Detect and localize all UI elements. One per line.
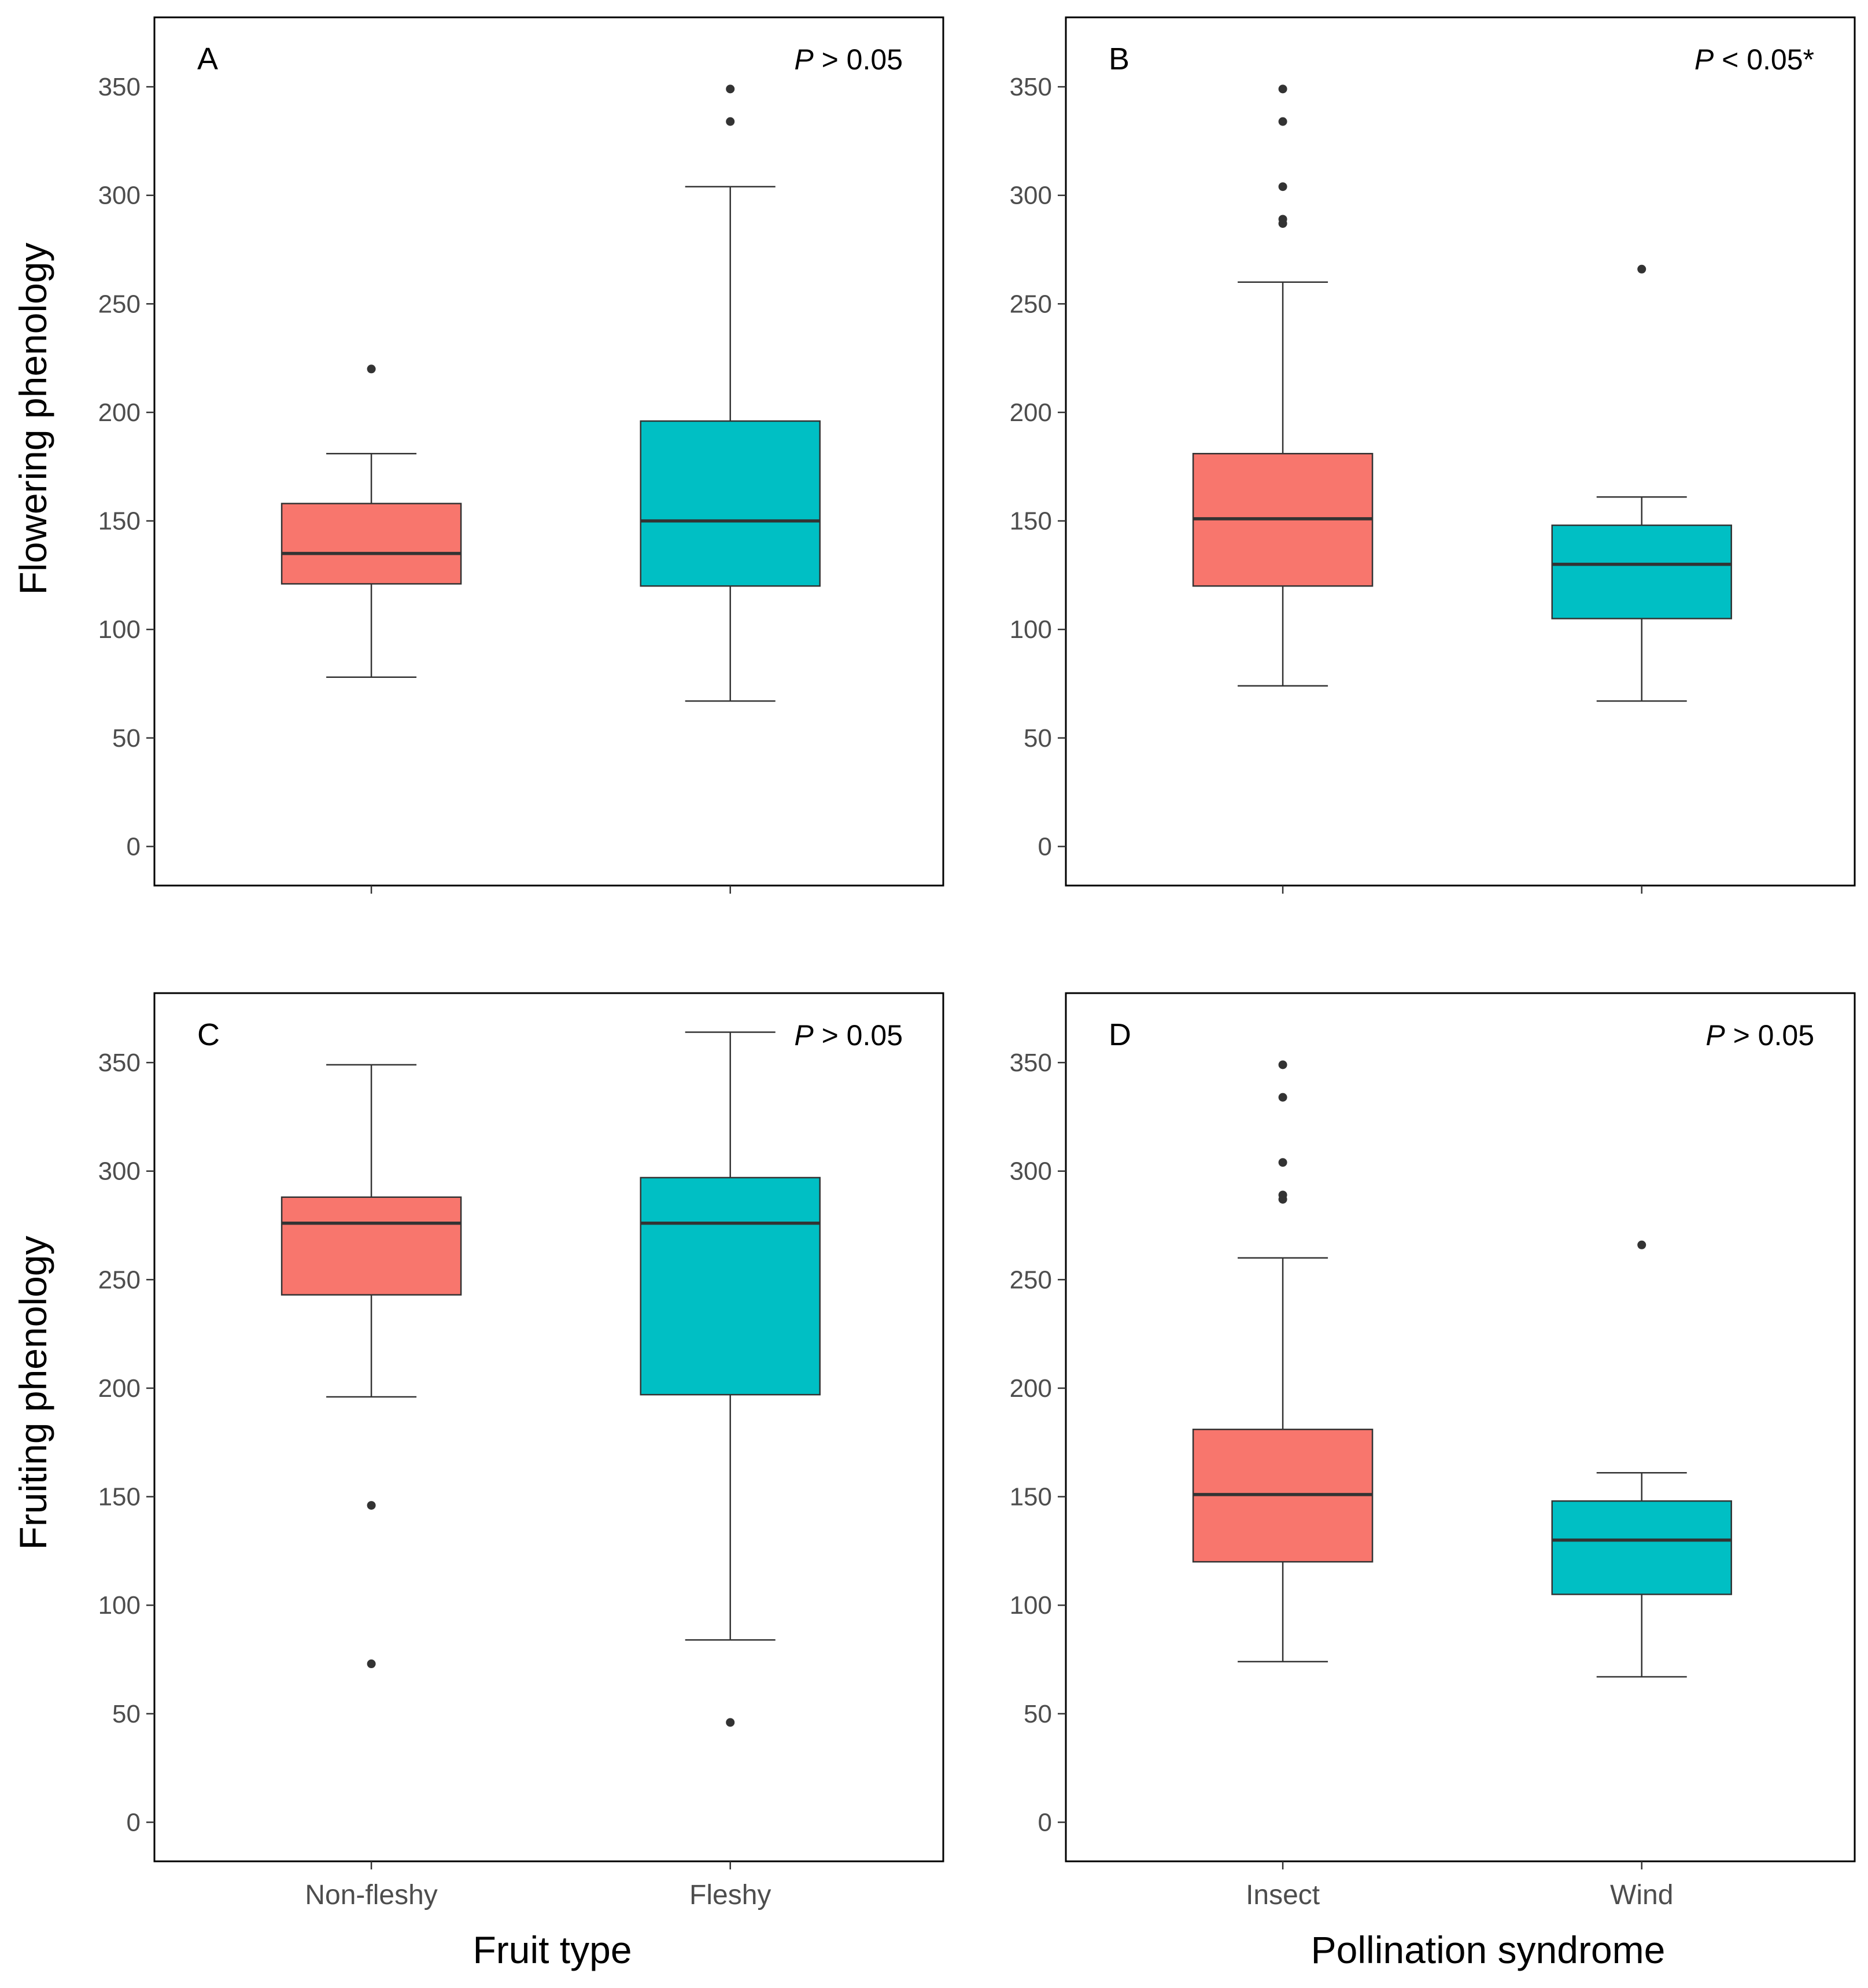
panel-b-p-symbol: P [1695, 43, 1714, 76]
y-axis-title-fruiting: Fruiting phenology [12, 1235, 54, 1550]
panel-b-ytick-label-50: 50 [1024, 724, 1052, 753]
panel-b-insect-box-group [1192, 84, 1374, 687]
panel-a-fleshy-outlier-point-1 [726, 84, 735, 94]
panel-b-insect-outlier-point-4 [1278, 84, 1287, 94]
panel-d-p-symbol: P [1705, 1019, 1725, 1052]
panel-c-xtick-label-fleshy: Fleshy [689, 1880, 771, 1910]
panel-b-ytick-label-300: 300 [1010, 182, 1052, 210]
panel-b-wind-box [1551, 524, 1732, 619]
panel-d-p-value: P > 0.05 [1705, 1019, 1814, 1052]
panel-c-non-fleshy-outlier-point-1 [367, 1501, 376, 1510]
y-axis-title-flowering: Flowering phenology [12, 242, 54, 595]
panel-a-ytick-label-250: 250 [98, 290, 141, 318]
panel-b-ytick-label-200: 200 [1010, 399, 1052, 427]
panel-b-insect-outlier-point-2 [1278, 182, 1287, 191]
panel-c-p-symbol: P [794, 1019, 814, 1052]
panel-b-wind-outlier-point-0 [1637, 264, 1647, 274]
panel-b-letter: B [1109, 42, 1129, 76]
panel-a-ytick-label-300: 300 [98, 182, 141, 210]
panel-c-frame [153, 992, 944, 1862]
panel-c-ytick-label-350: 350 [98, 1049, 141, 1077]
panel-c-ytick-label-300: 300 [98, 1157, 141, 1186]
panel-c-ytick-label-100: 100 [98, 1591, 141, 1620]
panel-c-fleshy-box-group [640, 1031, 821, 1727]
panels-container: 0 50 100 150 200 250 300 350 A P > 0.05 0 50 100 150 2… [98, 16, 1856, 1910]
panel-b-wind-box-group [1551, 264, 1732, 702]
panel-a: 0 50 100 150 200 250 300 350 A P > 0.05 [98, 16, 944, 894]
panel-b-insect-outlier-point-1 [1278, 215, 1287, 224]
panel-b-ytick-label-250: 250 [1010, 290, 1052, 318]
panel-d-wind-outlier-point-0 [1637, 1240, 1647, 1249]
panel-a-ytick-label-350: 350 [98, 73, 141, 101]
panel-a-non-fleshy-box-group [280, 364, 462, 678]
x-axis-title-fruit-type: Fruit type [472, 1928, 632, 1971]
panel-b-p-threshold: < 0.05* [1714, 43, 1814, 76]
panel-a-non-fleshy-box [280, 503, 462, 585]
panel-a-ytick-label-50: 50 [112, 724, 141, 753]
panel-c-fleshy-box [640, 1176, 821, 1396]
panel-c-fleshy-outlier-point-0 [726, 1718, 735, 1727]
panel-c-xtick-label-non-fleshy: Non-fleshy [305, 1880, 437, 1910]
panel-d-insect-outlier-point-3 [1278, 1093, 1287, 1102]
panel-d-insect-outlier-point-1 [1278, 1190, 1287, 1200]
panel-c-ytick-label-200: 200 [98, 1374, 141, 1403]
panel-c-non-fleshy-box [280, 1196, 462, 1296]
panel-c-non-fleshy-outlier-point-0 [367, 1659, 376, 1669]
panel-d-insect-outlier-point-2 [1278, 1158, 1287, 1167]
panel-b-ytick-label-350: 350 [1010, 73, 1052, 101]
panel-c-non-fleshy-box-group [280, 1064, 462, 1669]
panel-a-p-threshold: > 0.05 [814, 43, 903, 76]
panel-d-ytick-label-350: 350 [1010, 1049, 1052, 1077]
panel-d-insect-outlier-point-4 [1278, 1060, 1287, 1069]
panel-b-insect-outlier-point-3 [1278, 117, 1287, 126]
panel-a-ytick-label-0: 0 [127, 832, 141, 861]
panel-a-ytick-label-150: 150 [98, 507, 141, 536]
panel-b-ytick-label-100: 100 [1010, 615, 1052, 644]
panel-b: 0 50 100 150 200 250 300 350 B P < 0.05* [1010, 16, 1856, 894]
panel-d-ytick-label-0: 0 [1038, 1808, 1052, 1836]
panel-d-ytick-label-150: 150 [1010, 1483, 1052, 1511]
panel-c: 0 50 100 150 200 250 300 350 Non-fleshy Fleshy C P … [98, 992, 944, 1910]
panel-a-ytick-label-200: 200 [98, 399, 141, 427]
panel-b-p-value: P < 0.05* [1695, 43, 1814, 76]
panel-c-ytick-label-150: 150 [98, 1483, 141, 1511]
panel-d-wind-box-group [1551, 1240, 1732, 1678]
panel-a-frame [153, 16, 944, 887]
panel-c-p-value: P > 0.05 [794, 1019, 903, 1052]
panel-b-ytick-label-0: 0 [1038, 832, 1052, 861]
panel-c-letter: C [197, 1017, 220, 1052]
panel-d-ytick-label-100: 100 [1010, 1591, 1052, 1620]
panel-a-p-symbol: P [794, 43, 814, 76]
panel-a-fleshy-box-group [640, 84, 821, 702]
panel-d-ytick-label-200: 200 [1010, 1374, 1052, 1403]
panel-d-ytick-label-50: 50 [1024, 1700, 1052, 1728]
panel-d-xtick-label-insect: Insect [1246, 1880, 1320, 1910]
panel-a-fleshy-outlier-point-0 [726, 117, 735, 126]
panel-d-p-threshold: > 0.05 [1725, 1019, 1814, 1052]
panel-a-non-fleshy-outlier-point-0 [367, 364, 376, 374]
panel-d-xtick-label-wind: Wind [1610, 1880, 1673, 1910]
panel-d: 0 50 100 150 200 250 300 350 Insect Wind D P > 0.05 [1010, 992, 1856, 1910]
panel-c-ytick-label-250: 250 [98, 1266, 141, 1294]
panel-d-ytick-label-250: 250 [1010, 1266, 1052, 1294]
panel-a-letter: A [197, 42, 218, 76]
panel-d-frame [1065, 992, 1856, 1862]
panel-c-p-threshold: > 0.05 [814, 1019, 903, 1052]
panel-c-ytick-label-0: 0 [127, 1808, 141, 1836]
panel-d-wind-box [1551, 1500, 1732, 1595]
x-axis-title-pollination-syndrome: Pollination syndrome [1311, 1928, 1666, 1971]
panel-d-letter: D [1109, 1017, 1131, 1052]
panel-c-ytick-label-50: 50 [112, 1700, 141, 1728]
panel-d-insect-box-group [1192, 1060, 1374, 1663]
panel-b-frame [1065, 16, 1856, 887]
panel-d-ytick-label-300: 300 [1010, 1157, 1052, 1186]
panel-a-ytick-label-100: 100 [98, 615, 141, 644]
panel-a-p-value: P > 0.05 [794, 43, 903, 76]
panel-a-fleshy-box [640, 420, 821, 587]
panel-b-ytick-label-150: 150 [1010, 507, 1052, 536]
